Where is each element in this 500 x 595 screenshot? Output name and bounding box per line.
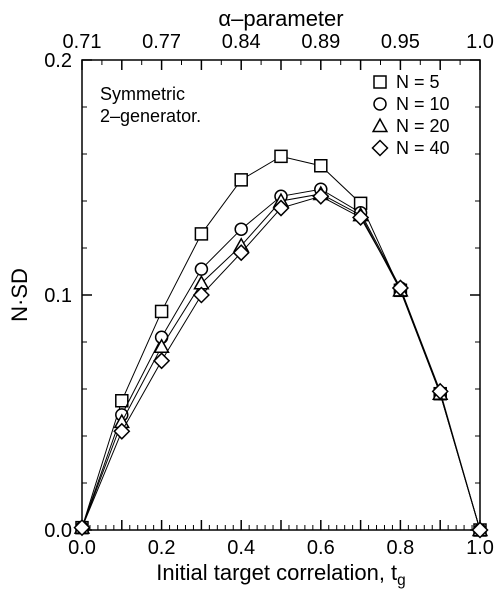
series-triangle: [75, 187, 487, 535]
svg-text:0.71: 0.71: [63, 31, 102, 53]
legend-item: N = 40: [373, 138, 450, 158]
svg-text:N = 5: N = 5: [396, 72, 440, 92]
svg-text:0.84: 0.84: [222, 31, 261, 53]
svg-text:0.6: 0.6: [307, 537, 335, 559]
svg-text:0.0: 0.0: [44, 520, 72, 542]
svg-text:0.95: 0.95: [381, 31, 420, 53]
svg-text:N·SD: N·SD: [7, 268, 32, 322]
svg-text:2–generator.: 2–generator.: [100, 106, 201, 126]
svg-text:0.2: 0.2: [44, 50, 72, 72]
svg-text:1.0: 1.0: [466, 537, 494, 559]
svg-text:0.8: 0.8: [386, 537, 414, 559]
svg-text:0.2: 0.2: [148, 537, 176, 559]
svg-text:α–parameter: α–parameter: [218, 6, 343, 31]
svg-text:Initial target correlation, tg: Initial target correlation, tg: [156, 560, 405, 589]
svg-text:0.1: 0.1: [44, 285, 72, 307]
svg-text:N = 20: N = 20: [396, 116, 450, 136]
svg-text:Symmetric: Symmetric: [100, 84, 185, 104]
legend-item: N = 10: [374, 94, 450, 114]
svg-text:0.77: 0.77: [142, 31, 181, 53]
legend-item: N = 20: [373, 116, 449, 136]
svg-text:N = 10: N = 10: [396, 94, 450, 114]
svg-text:0.0: 0.0: [68, 537, 96, 559]
svg-text:0.89: 0.89: [301, 31, 340, 53]
series-circle: [76, 183, 486, 536]
svg-text:1.0: 1.0: [466, 31, 494, 53]
nsd-chart: 0.00.20.40.60.81.00.00.10.20.710.770.840…: [0, 0, 500, 595]
legend-item: N = 5: [374, 72, 440, 92]
svg-text:0.4: 0.4: [227, 537, 255, 559]
series-diamond: [75, 189, 488, 538]
svg-text:N = 40: N = 40: [396, 138, 450, 158]
